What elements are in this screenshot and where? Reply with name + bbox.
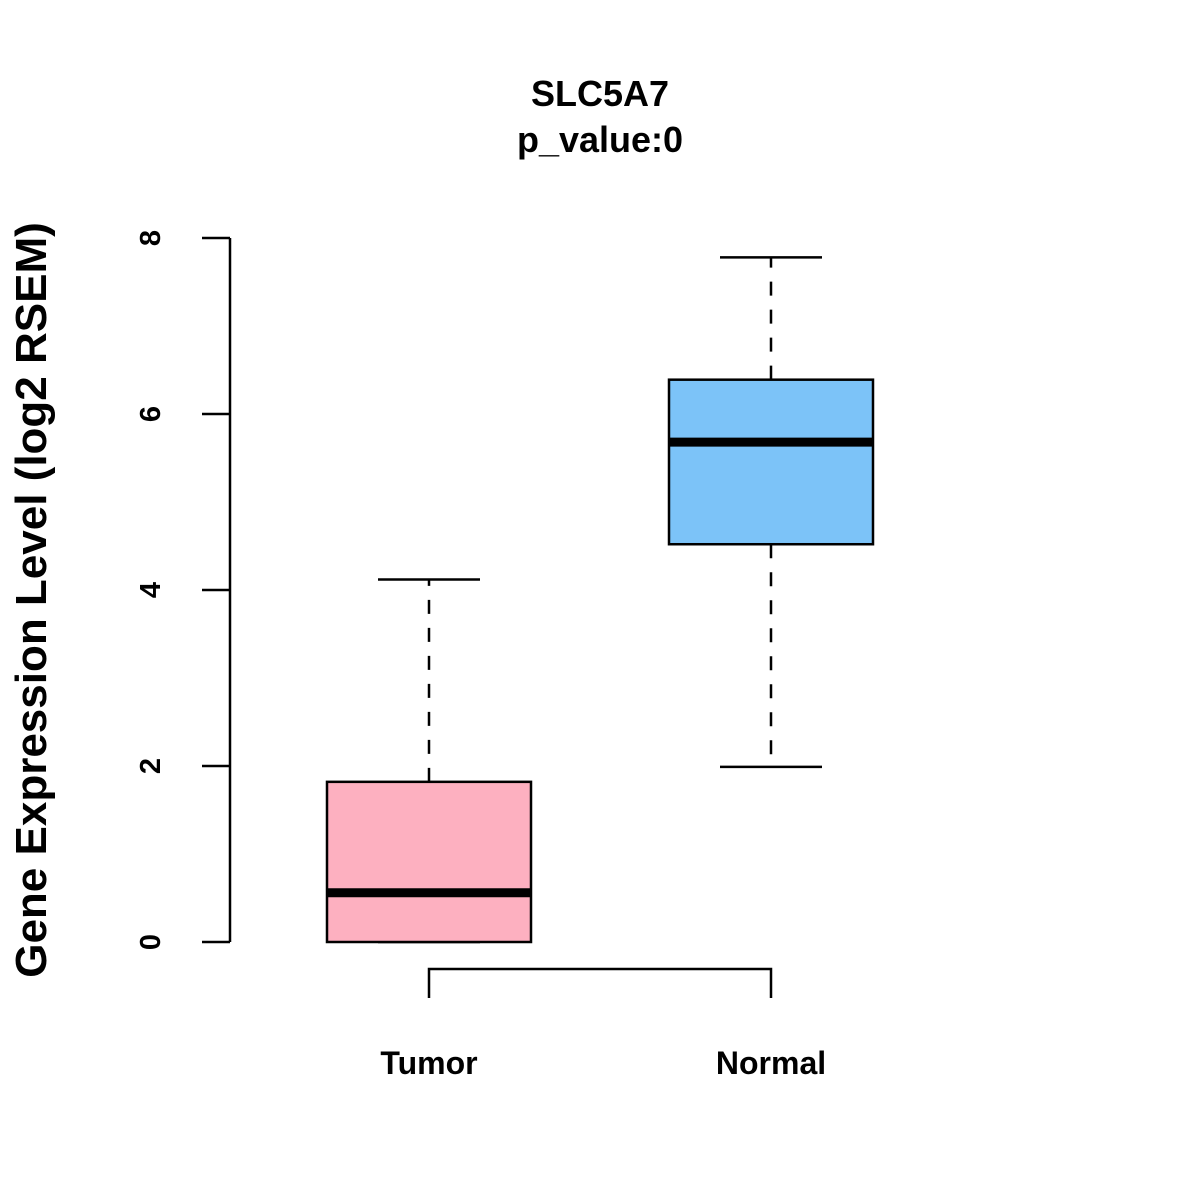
y-tick-label-2: 2	[135, 758, 167, 774]
y-tick-label-0: 0	[135, 934, 167, 950]
normal-category-label: Normal	[716, 1045, 826, 1081]
y-tick-label-4: 4	[135, 582, 167, 598]
y-tick-label-6: 6	[135, 406, 167, 422]
tumor-category-label: Tumor	[380, 1045, 477, 1081]
comparison-bracket	[427, 967, 773, 998]
y-axis-label: Gene Expression Level (log2 RSEM)	[7, 222, 56, 978]
y-tick-label-8: 8	[135, 230, 167, 246]
chart-subtitle: p_value:0	[517, 119, 683, 160]
chart-title: SLC5A7	[531, 73, 669, 114]
normal-box	[667, 378, 875, 546]
tumor-box	[325, 780, 533, 944]
chart-marks: 0 2 4 6 8 Tumor Normal	[135, 230, 875, 1081]
